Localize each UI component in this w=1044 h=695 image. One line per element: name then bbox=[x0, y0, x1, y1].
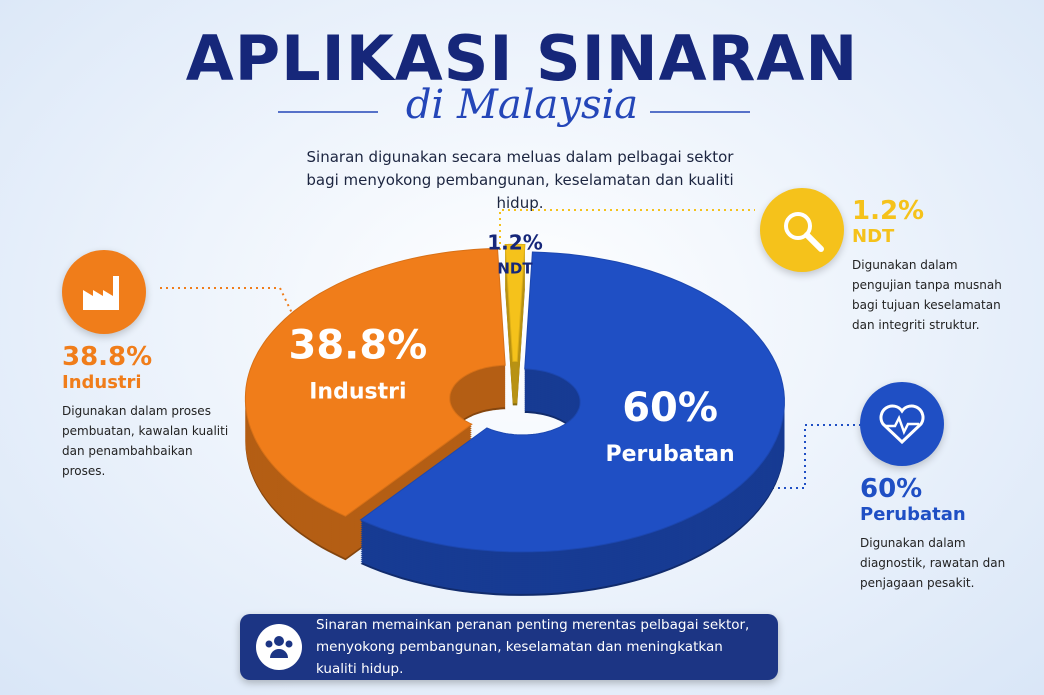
card: 1.2% NDT Digunakan dalam pengujian tanpa… bbox=[760, 188, 1010, 335]
card-name: Perubatan bbox=[860, 504, 966, 525]
icon bbox=[860, 382, 944, 466]
card-percent: 60% bbox=[860, 474, 923, 504]
icon bbox=[62, 250, 146, 334]
connector bbox=[499, 209, 755, 250]
card-percent: 1.2% bbox=[852, 196, 925, 226]
card: 60% Perubatan Digunakan dalam diagnostik… bbox=[860, 382, 1035, 593]
heart-icon bbox=[879, 404, 925, 445]
title: APLIKASI SINARAN bbox=[185, 22, 859, 95]
factory-icon bbox=[83, 276, 119, 310]
card-text: Digunakan dalam proses pembuatan, kawala… bbox=[62, 404, 229, 478]
icon bbox=[760, 188, 844, 272]
slice-name: Industri bbox=[309, 379, 406, 404]
footer-box: Sinaran memainkan peranan penting merent… bbox=[240, 614, 778, 680]
slice bbox=[359, 251, 785, 553]
card-name: NDT bbox=[852, 226, 895, 247]
slice-name: Perubatan bbox=[605, 442, 734, 467]
slice bbox=[504, 243, 526, 362]
slice-name: NDT bbox=[497, 259, 533, 277]
card-text: Digunakan dalam pengujian tanpa musnah b… bbox=[852, 258, 1002, 332]
card-name: Industri bbox=[62, 372, 142, 393]
card: 38.8% Industri Digunakan dalam proses pe… bbox=[62, 250, 232, 481]
slice-percent: 1.2% bbox=[487, 230, 542, 254]
slice bbox=[244, 247, 506, 517]
footer-text: Sinaran memainkan peranan penting merent… bbox=[316, 617, 750, 677]
card-percent: 38.8% bbox=[62, 342, 153, 372]
slice-percent: 60% bbox=[622, 385, 718, 431]
card-text: Digunakan dalam diagnostik, rawatan dan … bbox=[860, 536, 1006, 590]
description: Sinaran digunakan secara meluas dalam pe… bbox=[306, 148, 734, 212]
subtitle: di Malaysia bbox=[405, 82, 639, 128]
magnifier-icon bbox=[784, 212, 824, 252]
slice-percent: 38.8% bbox=[288, 322, 427, 368]
people-icon bbox=[256, 624, 302, 670]
pie: 38.8% Industri 1.2% NDT 60% Perubatan bbox=[244, 230, 785, 596]
